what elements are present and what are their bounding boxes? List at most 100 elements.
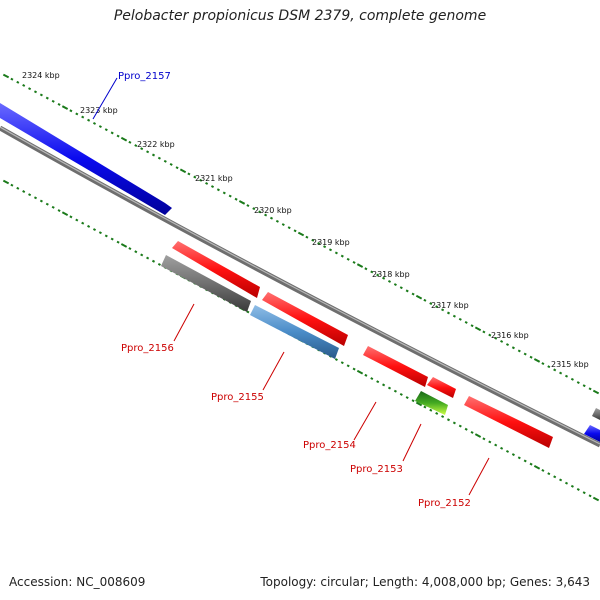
label-ppro-2153[interactable]: Ppro_2153 <box>350 464 403 475</box>
outer-scale-tick <box>57 102 61 106</box>
outer-scale-tick <box>293 229 297 233</box>
outer-scale-tick <box>576 381 580 384</box>
outer-scale-tick <box>228 194 232 198</box>
outer-scale-tick <box>305 235 309 239</box>
outer-scale-tick <box>179 168 187 174</box>
outer-scale-tick <box>104 128 108 132</box>
inner-scale-tick <box>517 456 521 460</box>
label-ppro-2154[interactable]: Ppro_2154 <box>303 440 356 451</box>
gene-ppro-2152-red[interactable] <box>464 396 553 448</box>
label-ppro-2152[interactable]: Ppro_2152 <box>418 498 471 509</box>
outer-scale-tick <box>311 238 315 242</box>
gene-ppro-2156[interactable] <box>161 255 251 312</box>
inner-scale-tick <box>482 437 486 441</box>
outer-scale-tick <box>92 121 97 125</box>
outer-scale-tick <box>429 302 433 305</box>
outer-scale-tick <box>205 181 209 185</box>
outer-scale-tick <box>387 279 392 283</box>
outer-scale-tick <box>364 267 368 271</box>
outer-scale-tick <box>482 330 486 334</box>
outer-scale-tick <box>269 216 274 220</box>
outer-scale-tick <box>51 99 55 103</box>
inner-scale-tick <box>98 231 102 235</box>
outer-scale-tick <box>376 273 380 277</box>
inner-scale-tick <box>334 358 338 361</box>
inner-scale-tick <box>151 259 156 263</box>
outer-scale-tick <box>323 245 327 249</box>
accession-label: Accession: NC_008609 <box>9 575 146 589</box>
outer-scale-tick <box>582 384 586 388</box>
gene-ppro-2157[interactable] <box>0 103 172 215</box>
inner-scale-tick <box>494 443 498 447</box>
gene-ppro-2155-red[interactable] <box>262 292 348 346</box>
label-ppro-2155[interactable]: Ppro_2155 <box>211 392 264 403</box>
inner-scale-tick <box>582 491 586 495</box>
outer-scale-tick <box>187 172 191 176</box>
inner-scale-tick <box>69 215 73 219</box>
gene-right-edge-forward[interactable] <box>584 425 600 442</box>
outer-scale-tick <box>234 197 238 201</box>
outer-scale-tick <box>441 308 445 312</box>
inner-scale-tick <box>382 383 386 387</box>
outer-scale-tick <box>356 263 364 268</box>
outer-scale-tick <box>128 140 132 144</box>
leader-ppro-2152 <box>468 457 490 496</box>
outer-scale-tick <box>529 355 533 359</box>
inner-scale-tick <box>376 380 380 384</box>
outer-scale-tick <box>252 207 256 211</box>
inner-scale-tick <box>61 211 69 217</box>
inner-scale-tick <box>87 224 91 228</box>
outer-scale-tick <box>199 178 203 182</box>
scale-label-2321: 2321 kbp <box>195 174 233 183</box>
outer-scale-tick <box>264 213 268 217</box>
inner-scale-tick <box>441 415 445 419</box>
inner-scale-tick <box>505 450 510 453</box>
outer-scale-tick <box>564 374 569 378</box>
outer-scale-tick <box>45 96 49 100</box>
outer-scale-tick <box>352 260 356 264</box>
outer-scale-tick <box>2 73 10 79</box>
outer-scale-tick <box>297 231 305 237</box>
inner-scale-tick <box>500 446 504 450</box>
inner-scale-tick <box>75 218 79 222</box>
label-ppro-2157[interactable]: Ppro_2157 <box>118 71 171 82</box>
outer-scale-tick <box>61 105 69 110</box>
inner-scale-tick <box>429 408 433 412</box>
inner-scale-tick <box>81 221 85 225</box>
outer-scale-tick <box>275 219 279 223</box>
outer-scale-tick <box>151 153 156 157</box>
inner-scale-tick <box>553 475 557 479</box>
inner-scale-tick <box>529 462 533 466</box>
outer-scale-tick <box>110 131 114 135</box>
inner-scale-tick <box>511 453 515 457</box>
gene-ppro-2156-red[interactable] <box>172 241 260 298</box>
gene-ppro-2153-red[interactable] <box>427 377 456 398</box>
scale-label-2320: 2320 kbp <box>254 206 292 215</box>
inner-scale-tick <box>10 183 14 187</box>
label-ppro-2156[interactable]: Ppro_2156 <box>121 343 174 354</box>
gene-ppro-2154-red[interactable] <box>363 346 428 387</box>
inner-scale-tick <box>110 237 114 241</box>
outer-scale-tick <box>69 109 73 113</box>
inner-scale-tick <box>120 243 128 248</box>
inner-scale-tick <box>576 488 580 491</box>
scale-label-2324: 2324 kbp <box>22 71 60 80</box>
inner-scale-tick <box>541 469 545 472</box>
topology-summary: Topology: circular; Length: 4,008,000 bp… <box>260 575 590 589</box>
outer-scale-tick <box>500 339 504 343</box>
inner-scale-tick <box>588 494 592 498</box>
inner-scale-tick <box>533 464 541 470</box>
outer-scale-tick <box>216 188 220 192</box>
scale-label-2316: 2316 kbp <box>491 331 529 340</box>
inner-scale-tick <box>559 478 563 482</box>
outer-scale-tick <box>87 118 91 122</box>
outer-scale-tick <box>169 163 173 166</box>
gene-ppro-2155[interactable] <box>250 305 339 359</box>
leader-ppro-2157 <box>92 77 118 120</box>
outer-scale-tick <box>75 112 79 116</box>
gene-right-edge-gray[interactable] <box>592 408 600 420</box>
gene-ppro-2153[interactable] <box>415 391 448 415</box>
outer-scale-tick <box>116 134 120 138</box>
outer-scale-tick <box>541 362 545 366</box>
outer-scale-tick <box>16 80 20 84</box>
